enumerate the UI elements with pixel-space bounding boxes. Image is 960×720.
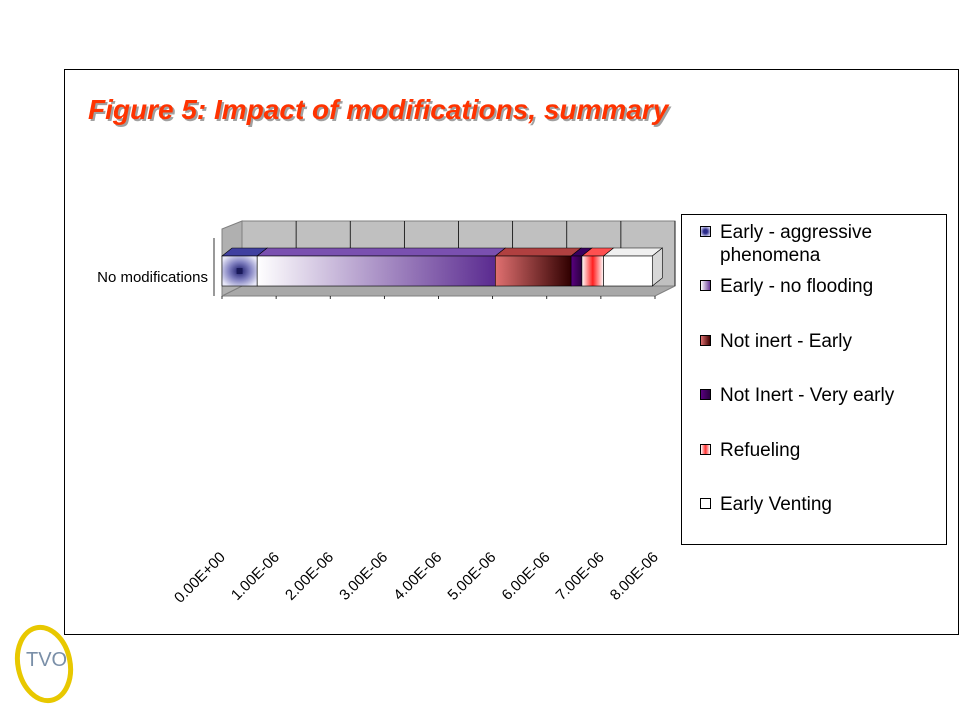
legend-label: Early Venting	[720, 494, 832, 515]
legend-label: Refueling	[720, 440, 801, 461]
bar-segment-top	[494, 247, 582, 257]
x-tick-label: 5.00E-06	[444, 549, 499, 604]
bar-segment	[570, 255, 583, 287]
legend-item: Early - aggressive phenomena	[700, 221, 940, 267]
plot-floor	[221, 285, 676, 297]
bar-segment-marker	[236, 268, 243, 274]
x-tick-label: 3.00E-06	[336, 549, 391, 604]
legend-label: Not Inert - Very early	[720, 385, 895, 406]
legend-label: Early - no flooding	[720, 276, 874, 297]
bar-segment	[603, 255, 653, 287]
legend-item: Refueling	[700, 439, 940, 462]
legend-label: Not inert - Early	[720, 331, 852, 352]
bar-segment	[256, 255, 496, 287]
bar-end-cap	[651, 247, 663, 287]
x-tick-label: 6.00E-06	[499, 549, 554, 604]
legend-swatch	[700, 444, 711, 455]
legend-label: Early - aggressive phenomena	[720, 222, 873, 266]
category-label: No modifications	[97, 269, 208, 286]
chart-legend: Early - aggressive phenomena Early - no f…	[681, 214, 947, 545]
x-tick-label: 1.00E-06	[228, 549, 283, 604]
legend-item: Not inert - Early	[700, 330, 940, 353]
legend-swatch	[700, 280, 711, 291]
bar-segment	[495, 255, 572, 287]
tvo-logo-text: TVO	[26, 649, 68, 671]
legend-swatch	[700, 335, 711, 346]
legend-swatch	[700, 498, 711, 509]
legend-item: Early Venting	[700, 493, 940, 516]
legend-swatch	[700, 389, 711, 400]
legend-item: Not Inert - Very early	[700, 384, 940, 407]
bar-segment	[581, 255, 604, 287]
legend-item: Early - no flooding	[700, 275, 940, 298]
x-tick-label: 0.00E+00	[171, 549, 229, 607]
x-tick-label: 8.00E-06	[607, 549, 662, 604]
x-tick-label: 4.00E-06	[390, 549, 445, 604]
chart-title: Figure 5: Impact of modifications, summa…	[88, 94, 669, 125]
bar-segment-top	[256, 247, 507, 257]
tvo-logo-icon	[14, 624, 74, 704]
x-tick-label: 2.00E-06	[282, 549, 337, 604]
legend-swatch	[700, 226, 711, 237]
x-tick-label: 7.00E-06	[553, 549, 608, 604]
